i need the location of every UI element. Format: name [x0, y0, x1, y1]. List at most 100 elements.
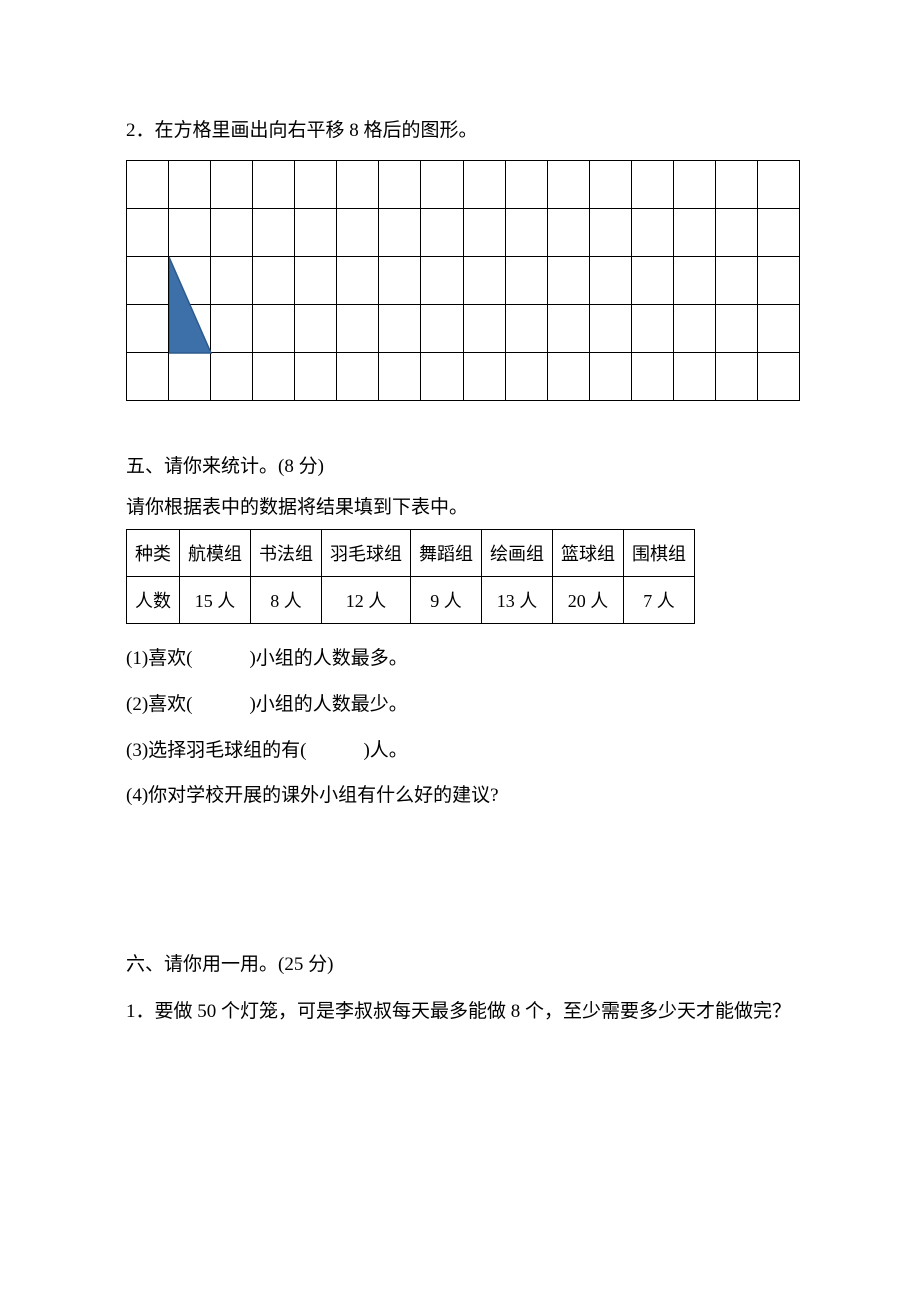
grid-cell: [337, 305, 379, 353]
grid-cell: [295, 161, 337, 209]
grid-cell: [211, 353, 253, 401]
grid-cell: [715, 161, 757, 209]
grid-cell: [337, 353, 379, 401]
section-5-subtext: 请你根据表中的数据将结果填到下表中。: [126, 492, 794, 519]
table-header-cell: 绘画组: [482, 530, 553, 577]
table-data-cell: 8 人: [251, 577, 322, 624]
grid-cell: [505, 161, 547, 209]
grid-cell: [757, 257, 799, 305]
grid-cell: [253, 305, 295, 353]
grid-cell: [211, 257, 253, 305]
table-header-cell: 种类: [127, 530, 180, 577]
grid-cell: [631, 161, 673, 209]
grid-cell: [379, 209, 421, 257]
grid-cell: [337, 257, 379, 305]
section-6-header: 六、请你用一用。(25 分): [126, 949, 794, 976]
section-5-header: 五、请你来统计。(8 分): [126, 451, 794, 478]
grid-cell: [169, 257, 211, 305]
grid-cell: [547, 209, 589, 257]
grid-cell: [757, 305, 799, 353]
table-header-cell: 舞蹈组: [411, 530, 482, 577]
table-header-cell: 篮球组: [553, 530, 624, 577]
grid-cell: [379, 353, 421, 401]
grid-cell: [673, 353, 715, 401]
grid-cell: [463, 161, 505, 209]
grid-cell: [169, 209, 211, 257]
grid-cell: [211, 209, 253, 257]
grid-cell: [421, 209, 463, 257]
section-6-q1: 1．要做 50 个灯笼，可是李叔叔每天最多能做 8 个，至少需要多少天才能做完？: [126, 990, 794, 1034]
grid-cell: [589, 305, 631, 353]
grid-cell: [463, 353, 505, 401]
grid-cell: [379, 161, 421, 209]
grid-cell: [253, 353, 295, 401]
grid-cell: [631, 353, 673, 401]
grid-cell: [631, 305, 673, 353]
grid-cell: [673, 305, 715, 353]
table-data-cell: 15 人: [180, 577, 251, 624]
grid-cell: [715, 353, 757, 401]
grid-cell: [337, 161, 379, 209]
grid-cell: [295, 257, 337, 305]
grid-cell: [505, 257, 547, 305]
grid-cell: [463, 257, 505, 305]
grid-cell: [295, 353, 337, 401]
grid-cell: [547, 353, 589, 401]
grid-cell: [547, 257, 589, 305]
grid-cell: [589, 161, 631, 209]
grid-cell: [211, 305, 253, 353]
grid-cell: [631, 257, 673, 305]
grid-cell: [673, 161, 715, 209]
grid-cell: [673, 209, 715, 257]
table-data-cell: 20 人: [553, 577, 624, 624]
grid-cell: [421, 305, 463, 353]
grid-cell: [547, 161, 589, 209]
section-5-q2: (2)喜欢( )小组的人数最少。: [126, 682, 794, 728]
section-5-q3: (3)选择羽毛球组的有( )人。: [126, 728, 794, 774]
grid-cell: [379, 305, 421, 353]
grid-cell: [715, 257, 757, 305]
table-data-cell: 人数: [127, 577, 180, 624]
grid-cell: [505, 209, 547, 257]
grid-table: [126, 160, 800, 401]
grid-cell: [589, 353, 631, 401]
grid-cell: [253, 161, 295, 209]
grid-cell: [169, 161, 211, 209]
grid-cell: [127, 305, 169, 353]
grid-cell: [505, 305, 547, 353]
section-5-q4: (4)你对学校开展的课外小组有什么好的建议?: [126, 773, 794, 819]
table-header-cell: 围棋组: [624, 530, 695, 577]
grid-cell: [127, 161, 169, 209]
grid-cell: [337, 209, 379, 257]
grid-cell: [295, 305, 337, 353]
grid-container: [126, 160, 794, 401]
grid-cell: [547, 305, 589, 353]
grid-cell: [715, 305, 757, 353]
grid-cell: [631, 209, 673, 257]
grid-cell: [379, 257, 421, 305]
table-header-cell: 羽毛球组: [322, 530, 411, 577]
grid-cell: [505, 353, 547, 401]
grid-cell: [421, 161, 463, 209]
table-header-cell: 书法组: [251, 530, 322, 577]
grid-cell: [169, 353, 211, 401]
grid-cell: [589, 257, 631, 305]
question-2-text: 2．在方格里画出向右平移 8 格后的图形。: [126, 116, 794, 146]
document-content: 2．在方格里画出向右平移 8 格后的图形。 五、请你来统计。(8 分) 请你根据…: [126, 116, 794, 1033]
table-header-cell: 航模组: [180, 530, 251, 577]
grid-cell: [211, 161, 253, 209]
grid-cell: [757, 209, 799, 257]
grid-cell: [127, 209, 169, 257]
grid-cell: [421, 353, 463, 401]
table-data-cell: 13 人: [482, 577, 553, 624]
grid-cell: [589, 209, 631, 257]
section-6: 六、请你用一用。(25 分) 1．要做 50 个灯笼，可是李叔叔每天最多能做 8…: [126, 949, 794, 1034]
grid-cell: [295, 209, 337, 257]
grid-cell: [673, 257, 715, 305]
grid-cell: [757, 161, 799, 209]
grid-cell: [169, 305, 211, 353]
section-5-q1: (1)喜欢( )小组的人数最多。: [126, 636, 794, 682]
grid-cell: [463, 209, 505, 257]
table-data-cell: 12 人: [322, 577, 411, 624]
grid-cell: [757, 353, 799, 401]
